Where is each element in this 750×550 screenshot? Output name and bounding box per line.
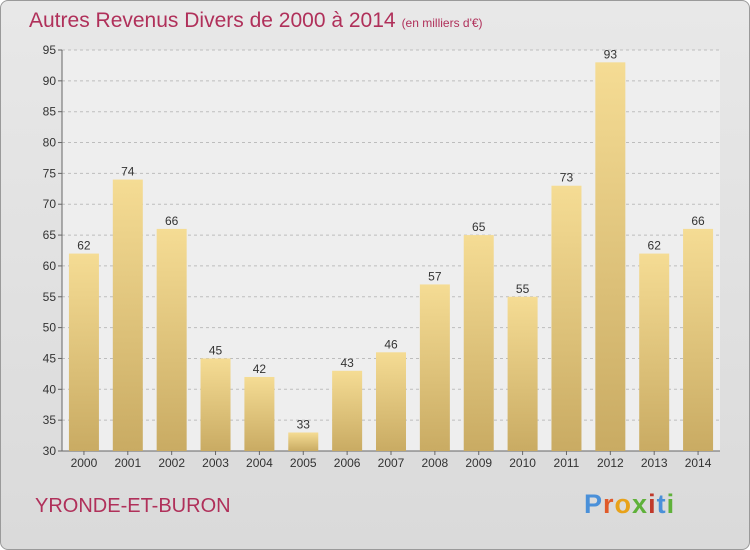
bar [376, 352, 406, 451]
data-label: 55 [516, 282, 530, 296]
bar [200, 358, 231, 451]
x-tick-label: 2003 [202, 456, 229, 470]
y-tick-label: 35 [43, 413, 57, 427]
title-text: Autres Revenus Divers de 2000 à 2014 [29, 9, 396, 32]
data-label: 43 [340, 356, 354, 370]
logo-letter: o [614, 489, 633, 519]
data-label: 74 [121, 165, 135, 179]
y-tick-label: 95 [43, 43, 57, 57]
logo-letter: P [584, 489, 604, 519]
bar [68, 253, 99, 451]
data-label: 57 [428, 269, 442, 283]
bar [156, 228, 187, 451]
data-label: 45 [209, 343, 223, 357]
x-tick-label: 2001 [114, 456, 141, 470]
logo-letter: x [632, 489, 649, 519]
logo-letter: r [603, 489, 615, 519]
x-tick-label: 2004 [246, 456, 273, 470]
bar [244, 376, 275, 451]
logo-letter: t [656, 489, 667, 519]
logo-letter: i [666, 489, 676, 519]
bar [463, 235, 494, 451]
bar [683, 228, 714, 451]
y-tick-label: 55 [43, 290, 57, 304]
y-tick-label: 60 [43, 259, 57, 273]
x-tick-label: 2014 [685, 456, 712, 470]
x-tick-label: 2012 [597, 456, 624, 470]
data-label: 62 [648, 239, 662, 253]
y-tick-label: 65 [43, 228, 57, 242]
x-tick-label: 2006 [334, 456, 361, 470]
bar [595, 62, 626, 451]
x-tick-label: 2002 [158, 456, 185, 470]
y-tick-label: 40 [43, 382, 57, 396]
bar [419, 284, 450, 451]
y-tick-label: 45 [43, 351, 57, 365]
data-label: 73 [560, 171, 574, 185]
town-name: YRONDE-ET-BURON [35, 495, 231, 517]
x-tick-label: 2005 [290, 456, 317, 470]
bar [551, 185, 582, 451]
data-label: 65 [472, 220, 486, 234]
data-label: 33 [297, 417, 311, 431]
bar [507, 296, 538, 451]
bar [332, 370, 363, 451]
x-tick-label: 2011 [554, 456, 580, 470]
data-label: 66 [691, 214, 705, 228]
x-tick-label: 2008 [422, 456, 449, 470]
x-tick-label: 2010 [509, 456, 536, 470]
x-tick-label: 2013 [641, 456, 668, 470]
bar [112, 179, 143, 452]
bar [639, 253, 670, 451]
chart-title: Autres Revenus Divers de 2000 à 2014 (en … [29, 9, 483, 33]
x-tick-label: 2007 [378, 456, 405, 470]
y-tick-label: 30 [43, 444, 57, 458]
y-tick-label: 85 [43, 105, 57, 119]
data-label: 46 [384, 337, 398, 351]
unit-text: (en milliers d'€) [401, 16, 483, 30]
y-tick-label: 70 [43, 197, 57, 211]
bar [288, 432, 319, 451]
y-tick-label: 90 [43, 74, 57, 88]
proxiti-logo: Proxiti [584, 489, 675, 520]
x-tick-label: 2009 [465, 456, 492, 470]
data-label: 66 [165, 214, 179, 228]
y-tick-label: 75 [43, 166, 57, 180]
data-label: 42 [253, 362, 267, 376]
y-tick-label: 80 [43, 136, 57, 150]
logo-letter: i [648, 489, 657, 519]
data-label: 62 [77, 239, 91, 253]
data-label: 93 [604, 47, 618, 61]
y-tick-label: 50 [43, 321, 57, 335]
x-tick-label: 2000 [71, 456, 98, 470]
